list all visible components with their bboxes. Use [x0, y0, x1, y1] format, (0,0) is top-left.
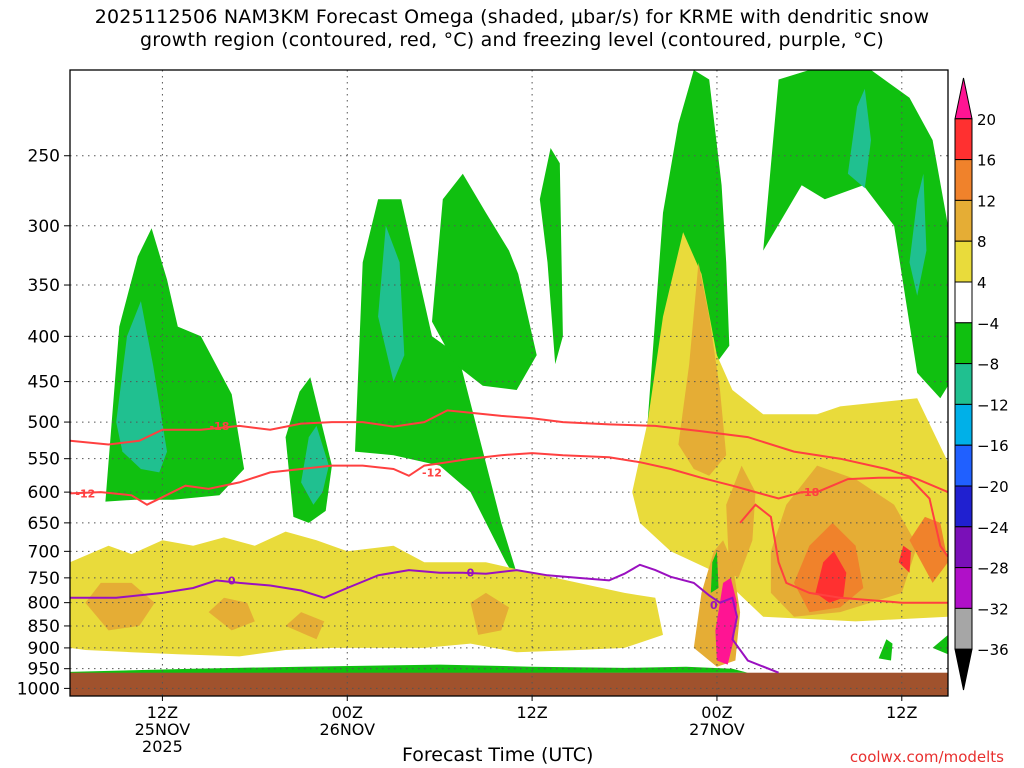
colorbar-label: 16: [977, 152, 996, 170]
shade-teal-upper-4: [847, 88, 871, 189]
x-tick-label: 27NOV: [689, 720, 745, 739]
shade-teal-upper-5: [909, 173, 927, 296]
colorbar-swatch: [954, 363, 973, 405]
shade-teal-upper-2: [301, 425, 329, 505]
colorbar-label: 8: [977, 233, 987, 251]
shade-yellow-lower-1: [70, 531, 663, 657]
contour-label: 0: [228, 574, 236, 587]
site-credit: coolwx.com/modelts: [849, 748, 1004, 766]
colorbar-swatch: [954, 199, 973, 242]
y-tick-label: 500: [28, 413, 60, 433]
shade-orange-lower-3: [470, 592, 509, 635]
y-tick-label: 650: [28, 514, 60, 534]
colorbar-label: −8: [977, 356, 999, 374]
colorbar-swatch: [954, 526, 973, 569]
x-tick-label: 00Z: [701, 703, 732, 722]
colorbar-label: −12: [977, 396, 1009, 414]
colorbar-swatch: [954, 607, 973, 650]
colorbar-swatch: [954, 567, 973, 609]
x-tick-label: 2025: [142, 737, 183, 756]
contour-dgz-upper-minus18: [70, 409, 948, 494]
colorbar-swatch: [954, 444, 973, 487]
x-tick-label: 12Z: [516, 703, 547, 722]
y-tick-label: 950: [28, 660, 60, 680]
x-tick-label: 26NOV: [319, 720, 375, 739]
shade-red-east-1: [815, 551, 847, 603]
y-tick-label: 800: [28, 594, 60, 614]
shade-green-upper-7: [763, 70, 948, 399]
y-tick-label: 400: [28, 327, 60, 347]
colorbar-swatch: [954, 240, 973, 283]
y-tick-label: 350: [28, 276, 60, 296]
y-tick-label: 250: [28, 147, 60, 167]
ground-surface: [70, 672, 948, 696]
contour-label: 0: [710, 599, 718, 612]
colorbar-label: −20: [977, 478, 1009, 496]
contour-label: -18: [799, 486, 819, 499]
y-tick-label: 450: [28, 373, 60, 393]
y-tick-label: 700: [28, 542, 60, 562]
shade-green-near-ground: [70, 664, 748, 674]
contour-label: -12: [422, 466, 442, 479]
shade-green-lowlevel-east2: [932, 634, 948, 655]
shade-green-lowlevel-east: [878, 639, 893, 661]
colorbar-label: −16: [977, 437, 1009, 455]
colorbar-arrow-bottom: [954, 648, 973, 691]
y-tick-label: 600: [28, 483, 60, 503]
shade-teal-upper-1: [116, 301, 167, 473]
y-tick-label: 300: [28, 217, 60, 237]
y-tick-label: 900: [28, 639, 60, 659]
x-tick-label: 00Z: [332, 703, 363, 722]
x-tick-label: 12Z: [886, 703, 917, 722]
colorbar-swatch: [954, 403, 973, 446]
shade-orange-lower-2: [208, 597, 255, 631]
contour-freezing-level-0: [70, 563, 779, 674]
x-axis-title: Forecast Time (UTC): [402, 744, 594, 766]
colorbar-arrow-top: [954, 77, 973, 120]
colorbar-label: −36: [977, 641, 1009, 659]
chart-title-line2: growth region (contoured, red, °C) and f…: [140, 29, 884, 51]
shade-green-lowlevel-00z: [710, 551, 719, 593]
colorbar-swatch: [954, 322, 973, 365]
x-tick-label: 12Z: [147, 703, 178, 722]
y-tick-label: 1000: [17, 679, 60, 699]
shade-teal-upper-3: [378, 225, 405, 382]
contour-dgz-lower-east: [739, 503, 948, 604]
contour-label: 0: [467, 567, 475, 580]
chart-title-line1: 2025112506 NAM3KM Forecast Omega (shaded…: [94, 6, 930, 28]
y-tick-label: 850: [28, 617, 60, 637]
colorbar-label: −24: [977, 519, 1009, 537]
shade-orange-east-1: [678, 262, 727, 476]
shade-green-upper-4: [432, 173, 537, 390]
contour-label: -12: [75, 487, 95, 500]
colorbar-label: 4: [977, 274, 987, 292]
shade-green-upper-5: [539, 148, 563, 365]
colorbar-label: 12: [977, 192, 996, 210]
plot-frame: [69, 69, 949, 697]
colorbar-swatch: [954, 281, 973, 324]
contour-label: -18: [209, 420, 229, 433]
y-tick-label: 550: [28, 450, 60, 470]
shade-magenta-00z: [715, 577, 737, 665]
colorbar-label: −28: [977, 560, 1009, 578]
colorbar-swatch: [954, 485, 973, 528]
colorbar-swatch: [954, 118, 973, 161]
colorbar-label: −32: [977, 600, 1009, 618]
contour-dgz-lower-minus12: [70, 452, 948, 558]
colorbar-label: −4: [977, 315, 999, 333]
x-tick-label: 25NOV: [135, 720, 191, 739]
colorbar-label: 20: [977, 111, 996, 129]
shade-red-east-2: [898, 545, 911, 573]
colorbar-swatch: [954, 159, 973, 201]
y-tick-label: 750: [28, 569, 60, 589]
